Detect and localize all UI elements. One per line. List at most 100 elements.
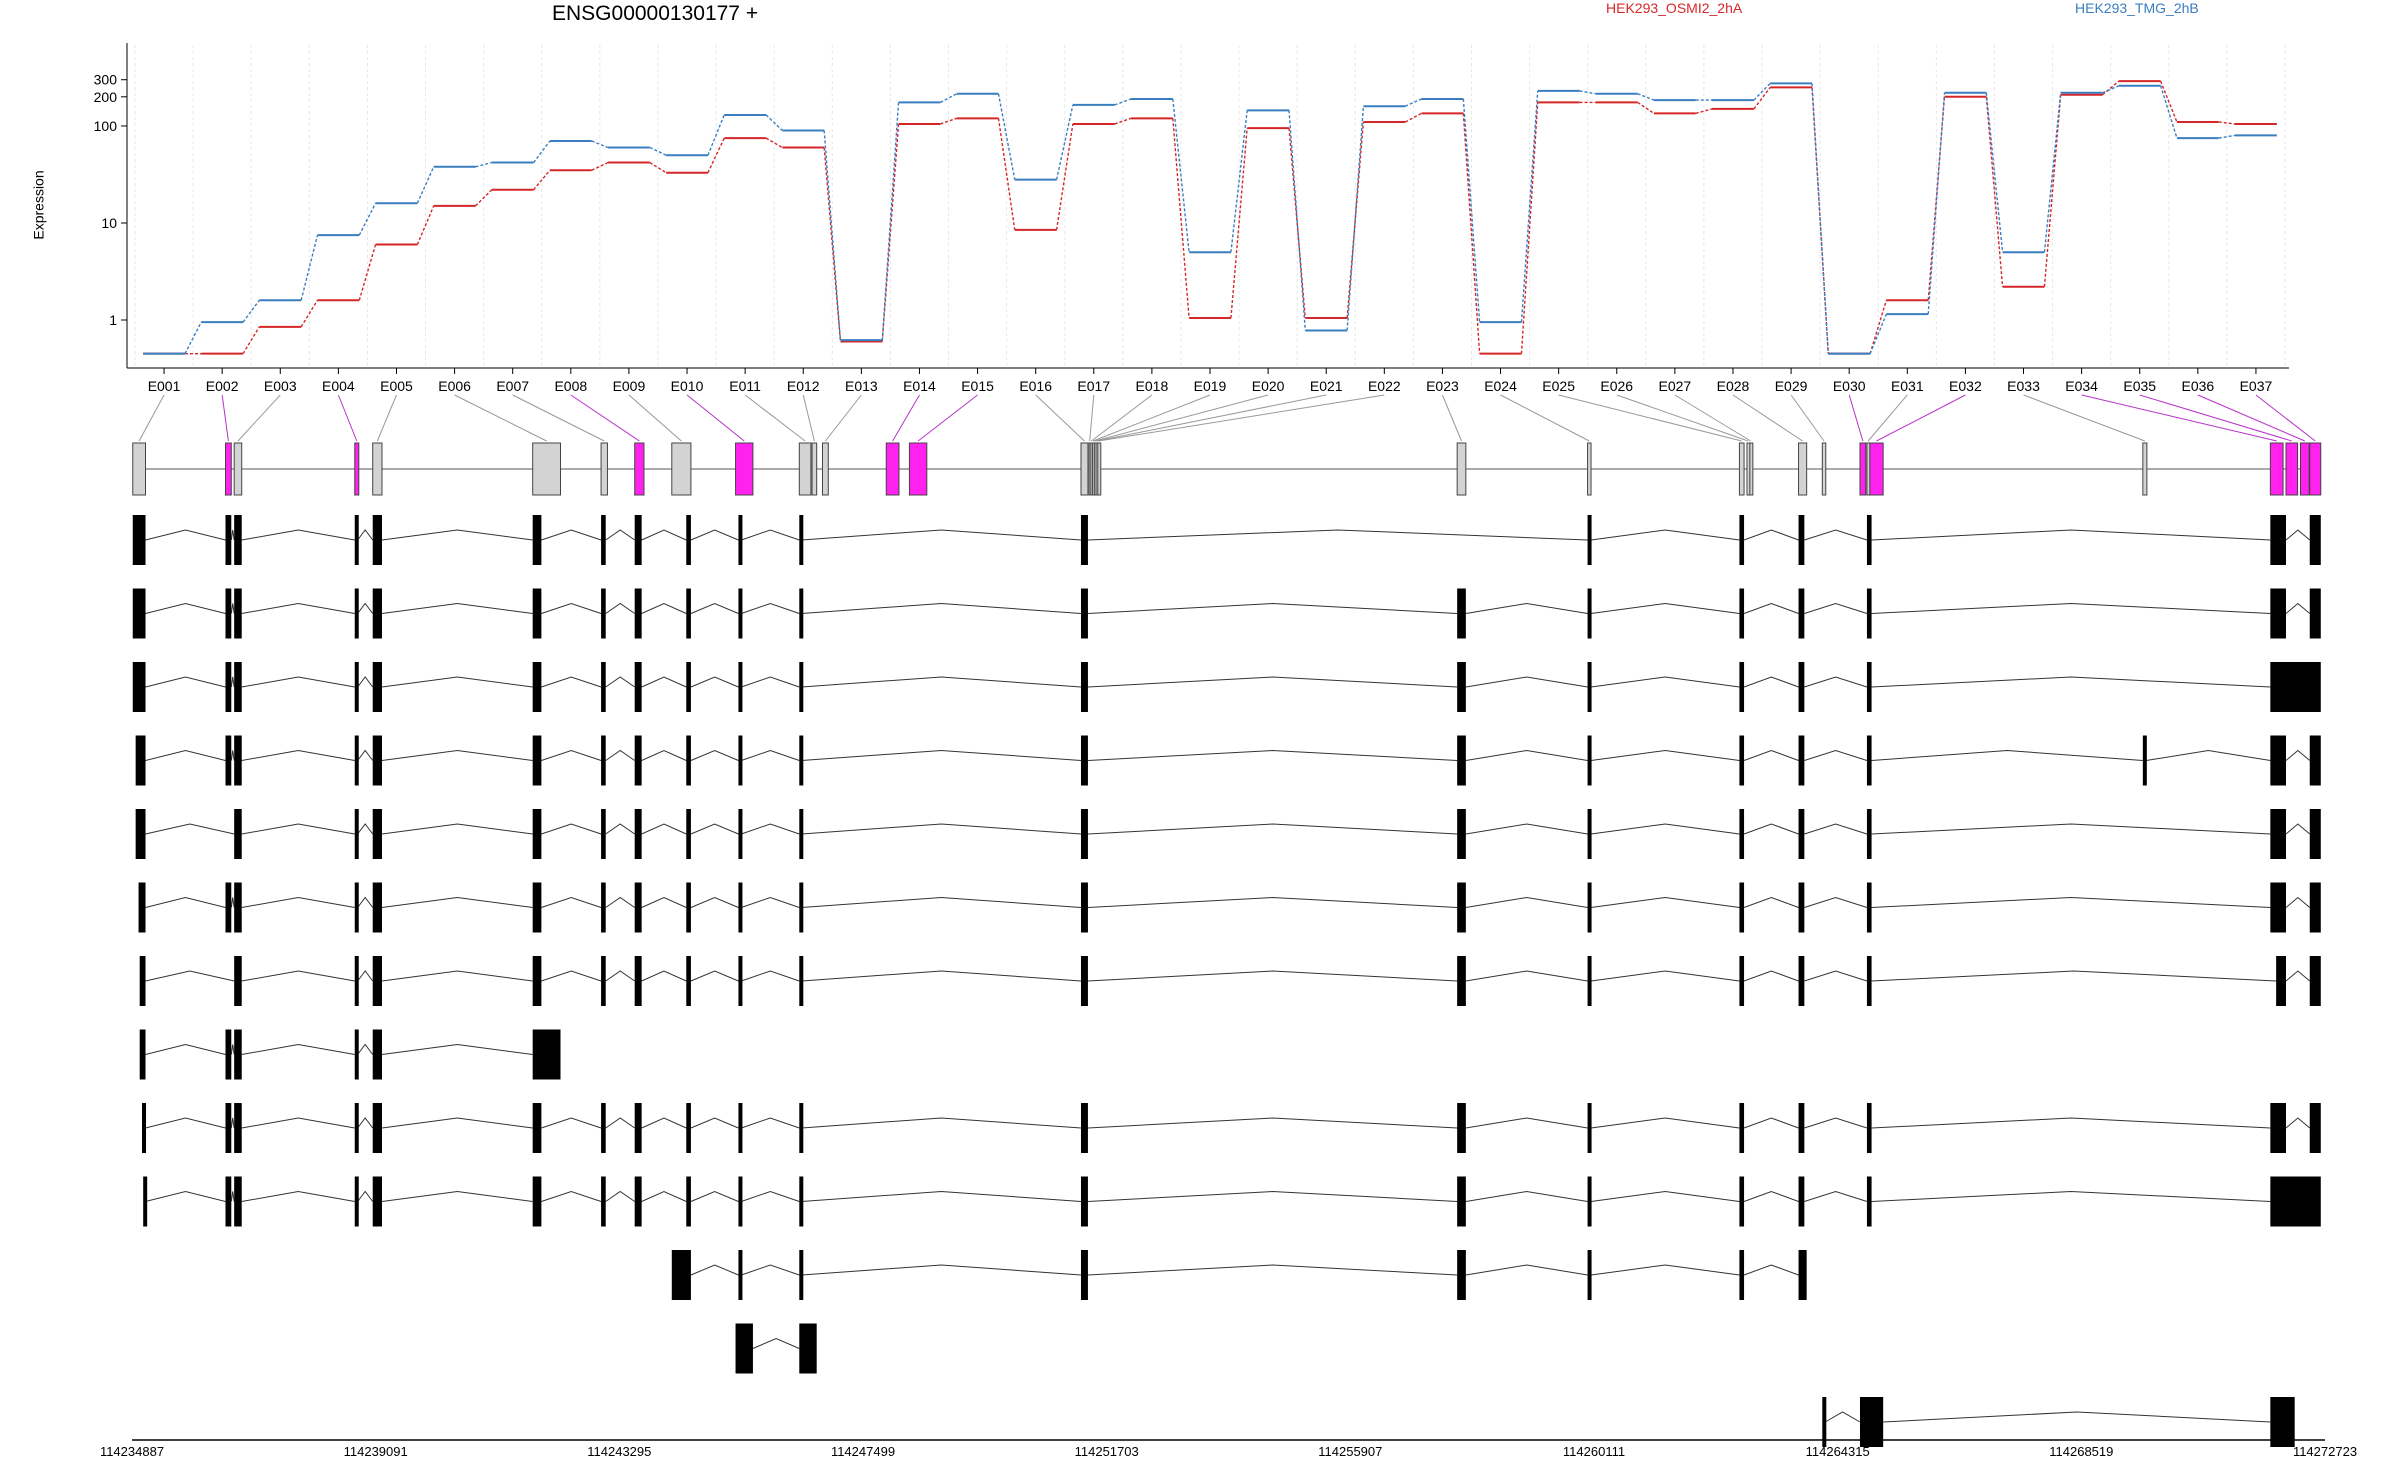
- transcript-exon: [354, 1176, 359, 1227]
- transcript-intron: [381, 970, 533, 982]
- transcript-exon: [234, 1029, 242, 1080]
- exon-e022: [1097, 442, 1102, 496]
- x-tick-label-e019: E019: [1194, 378, 1227, 394]
- transcript-intron: [2285, 823, 2311, 835]
- series-osmi-connector: [1753, 86, 1771, 110]
- transcript-intron: [801, 896, 1082, 908]
- transcript-intron: [541, 529, 602, 541]
- exon-link-line: [802, 394, 815, 442]
- transcript-exon: [1587, 588, 1592, 639]
- transcript-intron: [241, 1117, 355, 1129]
- transcript-intron: [357, 602, 374, 614]
- series-osmi-connector: [1230, 128, 1248, 319]
- transcript-intron: [541, 676, 602, 688]
- transcript-exon: [532, 809, 542, 859]
- transcript-exon: [738, 515, 743, 565]
- series-tmg-connector: [1579, 90, 1596, 95]
- exon-e036: [2299, 442, 2310, 496]
- transcript-exon: [2142, 735, 2147, 786]
- transcript-exon: [738, 662, 743, 712]
- transcript-intron: [1590, 529, 1740, 541]
- exon-link-line: [1876, 394, 1966, 442]
- transcript-intron: [357, 529, 374, 541]
- transcript-intron: [230, 897, 235, 908]
- transcript-exon: [799, 1103, 804, 1153]
- transcript-exon: [225, 515, 232, 565]
- transcript-intron: [605, 602, 635, 614]
- exon-link-line: [454, 394, 547, 442]
- transcript-intron: [541, 823, 602, 835]
- transcript-exon: [634, 662, 642, 712]
- transcript-exon: [2309, 1103, 2321, 1153]
- exon-link-line: [686, 394, 745, 442]
- series-osmi-connector: [1985, 96, 2004, 287]
- transcript-intron: [1804, 529, 1868, 541]
- genomic-tick-label: 114247499: [831, 1444, 895, 1459]
- transcript-exon: [1822, 1397, 1827, 1447]
- transcript-intron: [1871, 970, 2277, 982]
- transcript-exon: [1457, 1176, 1466, 1227]
- transcript-intron: [641, 823, 687, 835]
- transcript-intron: [690, 1117, 739, 1129]
- y-tick-label: 10: [101, 215, 117, 231]
- series-tmg-connector: [2043, 92, 2062, 253]
- transcript-exon: [738, 1103, 743, 1153]
- transcript-exon: [532, 956, 542, 1006]
- transcript-intron: [230, 529, 235, 541]
- transcript-intron: [230, 1191, 235, 1202]
- transcript-intron: [741, 676, 800, 688]
- transcript-intron: [145, 823, 235, 835]
- transcript-exon: [372, 1029, 382, 1080]
- transcript-intron: [741, 1264, 800, 1276]
- exon-link-line: [2255, 394, 2316, 442]
- transcript-exon: [1866, 882, 1872, 933]
- transcript-exon: [2270, 809, 2286, 859]
- transcript-exon: [2309, 882, 2321, 933]
- transcript-intron: [145, 1117, 226, 1129]
- transcript-intron: [801, 676, 1082, 688]
- x-tick-label-e031: E031: [1891, 378, 1924, 394]
- transcript-intron: [752, 1337, 800, 1349]
- exon-e023: [1456, 442, 1467, 496]
- transcript-exon: [738, 1176, 743, 1227]
- transcript-intron: [357, 676, 374, 688]
- transcript-exon: [354, 662, 359, 712]
- transcript-exon: [372, 1176, 382, 1227]
- transcript-exon: [2270, 882, 2286, 933]
- transcript-intron: [741, 1117, 800, 1129]
- transcript-exon: [601, 809, 606, 859]
- transcript-exon: [234, 662, 242, 712]
- transcript-exon: [234, 1103, 242, 1153]
- genomic-tick-label: 114264315: [1806, 1444, 1870, 1459]
- series-tmg-connector: [1869, 313, 1888, 354]
- transcript-intron: [2146, 749, 2271, 761]
- transcript-exon: [532, 1176, 542, 1227]
- transcript-exon: [1080, 515, 1088, 565]
- transcript-exon: [1587, 662, 1592, 712]
- series-osmi-connector: [1172, 118, 1190, 319]
- transcript-intron: [381, 749, 533, 761]
- transcript-exon: [1866, 515, 1872, 565]
- series-tmg-connector: [765, 114, 783, 131]
- transcript-intron: [381, 896, 533, 908]
- transcript-exon: [2270, 1176, 2321, 1227]
- transcript-exon: [686, 956, 691, 1006]
- transcript-exon: [2270, 662, 2321, 712]
- exon-e008: [634, 442, 645, 496]
- x-tick-label-e033: E033: [2007, 378, 2040, 394]
- x-tick-label-e037: E037: [2240, 378, 2273, 394]
- series-osmi-connector: [2043, 94, 2062, 287]
- x-tick-label-e004: E004: [322, 378, 355, 394]
- transcript-intron: [1590, 823, 1740, 835]
- transcript-exon: [1798, 735, 1805, 786]
- transcript-intron: [145, 602, 226, 614]
- exon-e012: [811, 442, 818, 496]
- transcript-intron: [1590, 1190, 1740, 1202]
- transcript-exon: [738, 735, 743, 786]
- transcript-intron: [145, 749, 226, 761]
- transcript-intron: [1087, 1117, 1458, 1129]
- transcript-exon: [1798, 956, 1805, 1006]
- series-tmg-connector: [707, 114, 725, 156]
- genomic-tick-label: 114239091: [344, 1444, 408, 1459]
